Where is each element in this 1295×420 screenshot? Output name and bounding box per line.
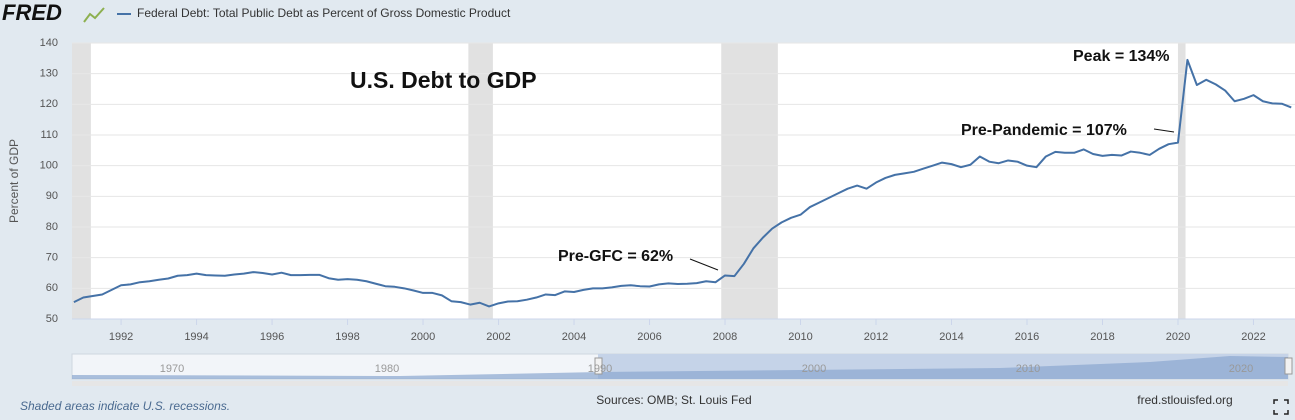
x-tick-label: 1996: [260, 331, 284, 343]
x-tick-label: 2004: [562, 331, 586, 343]
y-tick-label: 100: [40, 160, 58, 172]
scrollbar[interactable]: [72, 381, 1288, 386]
annotation: Peak = 134%: [1073, 48, 1170, 65]
fullscreen-icon[interactable]: [1273, 399, 1289, 415]
x-tick-label: 2016: [1015, 331, 1039, 343]
annotation: Pre-GFC = 62%: [558, 248, 673, 265]
x-tick-label: 2020: [1166, 331, 1190, 343]
x-tick-label: 2022: [1241, 331, 1265, 343]
navigator-label: 1990: [588, 363, 612, 375]
y-axis-label: Percent of GDP: [7, 139, 21, 223]
x-tick-label: 2006: [637, 331, 661, 343]
x-tick-label: 2012: [864, 331, 888, 343]
x-tick-label: 1994: [184, 331, 208, 343]
recession-band: [72, 43, 91, 319]
annotation: Pre-Pandemic = 107%: [961, 122, 1127, 139]
y-tick-label: 120: [40, 98, 58, 110]
annotation-pointer: [689, 258, 719, 271]
recession-band: [721, 43, 778, 319]
site-link[interactable]: fred.stlouisfed.org: [1137, 393, 1232, 407]
y-tick-label: 140: [40, 37, 58, 49]
footnote: Shaded areas indicate U.S. recessions.: [20, 399, 230, 413]
x-tick-label: 1992: [109, 331, 133, 343]
y-tick-label: 50: [46, 313, 58, 325]
series-line: [73, 58, 1292, 308]
navigator-handle[interactable]: [594, 357, 603, 375]
logo: FRED: [2, 0, 62, 25]
x-tick-label: 2010: [788, 331, 812, 343]
logo-icon: [83, 7, 105, 23]
recession-band: [1177, 43, 1186, 319]
legend-text: Federal Debt: Total Public Debt as Perce…: [137, 6, 511, 20]
navigator-label: 2010: [1016, 363, 1040, 375]
x-tick-label: 2000: [411, 331, 435, 343]
navigator-series: [72, 356, 1288, 379]
y-tick-label: 60: [46, 282, 58, 294]
plot-area: [72, 43, 1295, 319]
recession-band: [468, 43, 493, 319]
chart-title: U.S. Debt to GDP: [350, 67, 537, 93]
y-tick-label: 70: [46, 252, 58, 264]
navigator-label: 2020: [1229, 363, 1253, 375]
y-tick-label: 110: [40, 129, 58, 141]
x-tick-label: 2014: [939, 331, 963, 343]
navigator-label: 1980: [375, 363, 399, 375]
x-tick-label: 2008: [713, 331, 737, 343]
source: Sources: OMB; St. Louis Fed: [596, 393, 751, 407]
y-tick-label: 130: [40, 68, 58, 80]
y-tick-label: 80: [46, 221, 58, 233]
x-tick-label: 2018: [1090, 331, 1114, 343]
y-tick-label: 90: [46, 190, 58, 202]
navigator-label: 1970: [160, 363, 184, 375]
x-tick-label: 1998: [335, 331, 359, 343]
annotation-pointer: [1153, 128, 1175, 133]
navigator-label: 2000: [802, 363, 826, 375]
x-tick-label: 2002: [486, 331, 510, 343]
navigator-handle[interactable]: [1284, 357, 1293, 375]
